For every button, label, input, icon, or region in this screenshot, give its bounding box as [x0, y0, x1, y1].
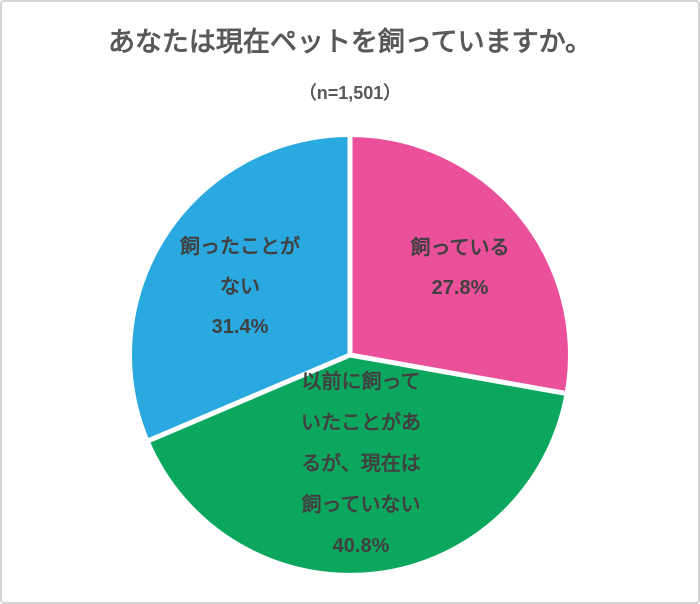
label-line: 飼っている — [410, 237, 510, 259]
slice-label-owned-before: 以前に飼って いたことがあ るが、現在は 飼っていない 40.8% — [301, 362, 421, 567]
pie-slice-1 — [149, 355, 565, 573]
sample-size-label: （n=1,501） — [298, 82, 402, 103]
slice-label-never-owned: 飼ったことが ない 31.4% — [180, 227, 300, 347]
label-line: 飼ったことが — [180, 236, 300, 258]
label-line: 40.8% — [332, 535, 390, 557]
label-line: いたことがあ — [301, 412, 421, 434]
chart-title: あなたは現在ペットを飼っていますか。 — [107, 27, 593, 57]
label-line: 以前に飼って — [301, 371, 421, 393]
pie-slice-0 — [350, 137, 568, 394]
pie-slice-2 — [132, 137, 350, 441]
label-line: 飼っていない — [301, 494, 421, 516]
label-line: 27.8% — [431, 277, 489, 299]
slice-label-owns-pet: 飼っている 27.8% — [411, 228, 510, 308]
label-line: ない — [220, 276, 260, 298]
label-line: るが、現在は — [301, 453, 421, 475]
slice-separator — [349, 352, 566, 396]
label-line: 31.4% — [211, 316, 269, 338]
slice-separator — [148, 352, 351, 443]
